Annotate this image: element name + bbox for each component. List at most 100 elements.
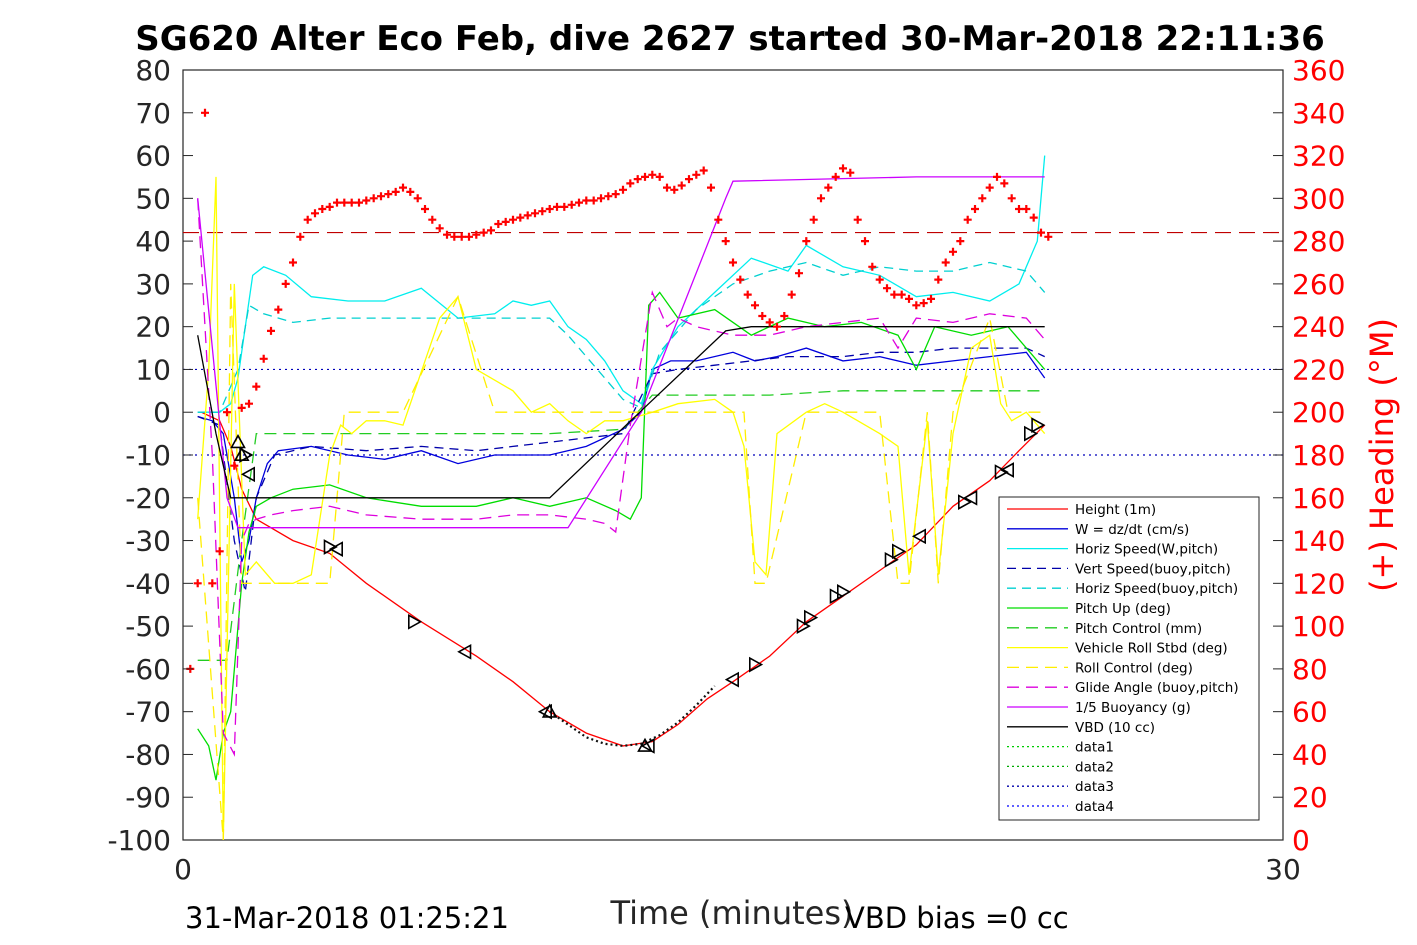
legend-label-vbd-10-cc: VBD (10 cc) (1075, 720, 1155, 736)
heading-point (670, 185, 679, 194)
heading-point (347, 198, 356, 207)
heading-point (787, 290, 796, 299)
heading-point (289, 258, 297, 267)
heading-point (802, 237, 811, 246)
y-tick-label: -100 (107, 824, 171, 857)
heading-point (377, 192, 385, 201)
heading-points (186, 108, 1053, 673)
heading-point (927, 294, 935, 303)
heading-point (274, 305, 283, 314)
heading-point (993, 172, 1001, 181)
y2-tick-label: 260 (1292, 268, 1345, 301)
heading-point (817, 194, 825, 203)
y2-tick-label: 200 (1292, 396, 1345, 429)
y-tick-label: -70 (125, 696, 171, 729)
heading-point (809, 215, 818, 224)
heading-point (201, 108, 209, 117)
legend-label-height-1m: Height (1m) (1075, 502, 1156, 518)
heading-point (773, 322, 781, 331)
heading-point (853, 215, 862, 224)
heading-point (355, 198, 363, 207)
depth-marker-left (963, 489, 978, 506)
depth-marker-right (836, 584, 852, 600)
heading-point (736, 275, 745, 284)
heading-point (985, 183, 994, 192)
y2-tick-label: 40 (1292, 738, 1328, 771)
heading-point (1029, 213, 1038, 222)
y-tick-label: 80 (135, 54, 171, 87)
series-vert-speed-buoy-pitch (197, 347, 1045, 593)
heading-point (303, 215, 312, 224)
y2-tick-label: 220 (1292, 353, 1345, 386)
depth-marker-right (748, 656, 764, 673)
y-tick-label: 20 (135, 311, 171, 344)
heading-point (428, 215, 437, 224)
heading-point (949, 247, 957, 256)
heading-point (318, 205, 327, 213)
heading-point (421, 205, 429, 213)
y-tick-label: 60 (135, 140, 171, 173)
legend-label-pitch-up-deg: Pitch Up (deg) (1075, 601, 1171, 617)
y-tick-label: -20 (125, 482, 171, 515)
series-1-5-buoyancy-g (197, 176, 1045, 529)
series-vehicle-roll-stbd-deg (197, 176, 1046, 841)
heading-point (509, 215, 517, 224)
chart-title: SG620 Alter Eco Feb, dive 2627 started 3… (135, 19, 1325, 59)
heading-point (685, 175, 693, 184)
heading-point (479, 228, 488, 237)
legend: Height (1m) W = dz/dt (cm/s) Horiz Speed(W… (998, 496, 1260, 821)
legend-label-horiz-speed-buoy-pitch: Horiz Speed(buoy,pitch) (1075, 581, 1238, 597)
y2-tick-label: 100 (1292, 610, 1345, 643)
heading-point (516, 213, 525, 222)
heading-point (839, 164, 847, 173)
heading-point (897, 290, 906, 299)
depth-marker-left (328, 541, 344, 557)
y-tick-label: -90 (125, 781, 171, 814)
heading-point (230, 461, 239, 470)
heading-point (1000, 179, 1009, 188)
heading-point (252, 382, 261, 391)
heading-point (890, 290, 899, 299)
heading-point (1044, 232, 1053, 241)
heading-point (443, 230, 451, 239)
series-layer (197, 155, 1046, 841)
heading-point (531, 209, 539, 218)
heading-point (325, 202, 334, 211)
y-tick-label: -40 (125, 567, 171, 600)
depth-marker-left (999, 462, 1015, 478)
heading-point (369, 194, 378, 203)
heading-point (193, 579, 202, 588)
heading-point (391, 187, 400, 196)
depth-marker-right (957, 494, 973, 510)
heading-point (919, 299, 928, 308)
heading-point (465, 232, 473, 241)
heading-point (795, 269, 803, 278)
legend-label-1-5-buoyancy-g: 1/5 Buoyancy (g) (1075, 700, 1191, 716)
heading-point (831, 172, 840, 181)
heading-point (780, 312, 789, 320)
depth-marker-up (541, 703, 558, 718)
heading-point (978, 194, 987, 203)
depth-marker-left (724, 671, 740, 688)
depth-markers (230, 417, 1046, 754)
heading-point (655, 172, 664, 181)
heading-point (267, 326, 275, 335)
heading-point (883, 284, 891, 293)
legend-label-data1: data1 (1075, 740, 1114, 756)
heading-point (340, 198, 349, 207)
legend-label-pitch-control-mm: Pitch Control (mm) (1075, 621, 1202, 637)
heading-point (751, 301, 759, 310)
y-tick-label: 30 (135, 268, 171, 301)
heading-point (538, 207, 547, 216)
y2-tick-label: 60 (1292, 696, 1328, 729)
heading-point (626, 179, 635, 188)
legend-label-roll-control-deg: Roll Control (deg) (1075, 660, 1193, 676)
y2-tick-label: 80 (1292, 653, 1328, 686)
y-tick-label: 10 (135, 353, 171, 386)
y2-tick-label: 180 (1292, 439, 1345, 472)
heading-point (281, 279, 290, 288)
heading-point (641, 172, 649, 181)
heading-point (941, 258, 950, 267)
y2-tick-label: 340 (1292, 97, 1345, 130)
heading-point (567, 200, 576, 209)
